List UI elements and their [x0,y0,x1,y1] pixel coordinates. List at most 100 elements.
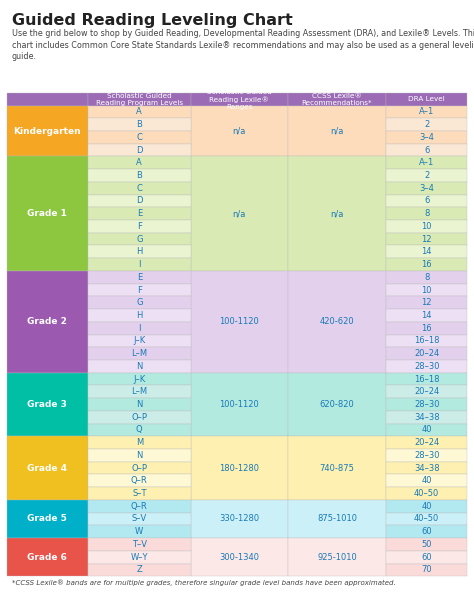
Bar [88,423,191,436]
Bar [288,105,386,156]
Text: G: G [136,235,143,244]
Bar [88,347,191,360]
Bar [88,513,191,525]
Bar [386,360,467,373]
Bar [191,436,288,500]
Text: 40: 40 [421,425,432,434]
Bar [88,93,191,105]
Text: B: B [137,120,142,129]
Text: *CCSS Lexile® bands are for multiple grades, therefore singular grade level band: *CCSS Lexile® bands are for multiple gra… [12,579,396,586]
Bar [7,538,88,576]
Bar [88,118,191,131]
Bar [191,373,288,436]
Bar [88,309,191,322]
Text: 6: 6 [424,196,429,205]
Bar [386,334,467,347]
Bar [88,334,191,347]
Bar [386,156,467,169]
Text: n/a: n/a [330,209,344,218]
Text: 420-620: 420-620 [319,317,354,326]
Text: 20–24: 20–24 [414,438,439,447]
Bar [288,93,386,105]
Text: 8: 8 [424,209,429,218]
Text: 3–4: 3–4 [419,133,434,142]
Bar [88,156,191,169]
Bar [7,105,88,156]
Text: n/a: n/a [330,126,344,135]
Bar [386,93,467,105]
Bar [386,297,467,309]
Bar [88,144,191,156]
Bar [191,271,288,373]
Text: Grade 1: Grade 1 [27,209,67,218]
Bar [386,551,467,564]
Text: B: B [137,171,142,180]
Bar [386,105,467,118]
Bar [386,487,467,500]
Text: 40–50: 40–50 [414,515,439,524]
Bar [386,131,467,144]
Text: N: N [136,362,143,371]
Text: DRA Level: DRA Level [408,96,445,102]
Text: Grade 4: Grade 4 [27,464,67,473]
Bar [386,474,467,487]
Bar [288,373,386,436]
Bar [386,398,467,411]
Text: A: A [137,158,142,167]
Bar [88,385,191,398]
Bar [88,436,191,449]
Text: 300-1340: 300-1340 [219,553,259,562]
Text: Q–R: Q–R [131,502,148,511]
Text: I: I [138,260,141,269]
Bar [7,436,88,500]
Bar [386,271,467,284]
Text: N: N [136,451,143,460]
Text: 100-1120: 100-1120 [219,400,259,409]
Text: 12: 12 [421,298,432,307]
Text: Grade 5: Grade 5 [27,515,67,524]
Bar [288,436,386,500]
Text: 60: 60 [421,553,432,562]
Bar [7,500,88,538]
Bar [386,322,467,334]
Bar [88,284,191,297]
Text: 620-820: 620-820 [319,400,355,409]
Text: 20–24: 20–24 [414,349,439,358]
Bar [288,156,386,271]
Text: D: D [136,196,143,205]
Bar [88,322,191,334]
Text: 180-1280: 180-1280 [219,464,259,473]
Bar [191,500,288,538]
Text: L–M: L–M [131,388,147,397]
Bar [88,487,191,500]
Bar [88,297,191,309]
Bar [386,411,467,423]
Text: Z: Z [137,565,142,574]
Text: 40: 40 [421,476,432,485]
Text: Q: Q [136,425,143,434]
Bar [88,271,191,284]
Bar [386,207,467,220]
Text: 925-1010: 925-1010 [317,553,357,562]
Bar [88,207,191,220]
Text: 60: 60 [421,527,432,536]
Bar [386,220,467,233]
Text: Grade 2: Grade 2 [27,317,67,326]
Text: S–T: S–T [132,489,146,498]
Text: 28–30: 28–30 [414,362,439,371]
Text: 3–4: 3–4 [419,184,434,193]
Bar [386,449,467,462]
Text: 100-1120: 100-1120 [219,317,259,326]
Text: 28–30: 28–30 [414,451,439,460]
Bar [288,538,386,576]
Bar [88,462,191,474]
Bar [88,564,191,576]
Text: J–K: J–K [133,374,146,383]
Text: 2: 2 [424,120,429,129]
Text: CCSS Lexile®
Recommendations*: CCSS Lexile® Recommendations* [301,93,372,105]
Text: A–1: A–1 [419,158,434,167]
Text: L–M: L–M [131,349,147,358]
Text: n/a: n/a [233,209,246,218]
Text: 40: 40 [421,502,432,511]
Bar [88,411,191,423]
